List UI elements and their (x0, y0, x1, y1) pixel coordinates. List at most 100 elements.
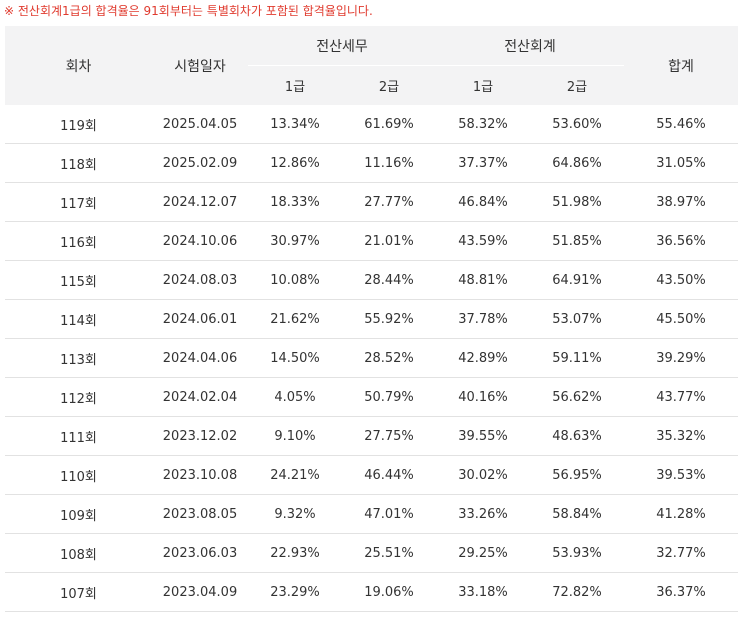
table-row: 109회 2023.08.05 9.32% 47.01% 33.26% 58.84% 41.… (5, 494, 738, 534)
cell-tax-grade2: 27.77% (342, 182, 436, 222)
cell-accounting-grade1: 29.25% (436, 533, 530, 573)
cell-round: 117회 (5, 182, 152, 222)
cell-tax-grade1: 10.08% (248, 260, 342, 300)
pass-rate-notice: ※ 전산회계1급의 합격율은 91회부터는 특별회차가 포함된 합격율입니다. (4, 4, 373, 18)
table-row: 118회 2025.02.09 12.86% 11.16% 37.37% 64.86% 31… (5, 143, 738, 183)
cell-round: 114회 (5, 299, 152, 339)
table-row: 116회 2024.10.06 30.97% 21.01% 43.59% 51.85% 36… (5, 221, 738, 261)
cell-total: 43.50% (624, 260, 738, 300)
cell-tax-grade1: 21.62% (248, 299, 342, 339)
cell-accounting-grade1: 33.18% (436, 572, 530, 612)
header-round: 회차 (5, 26, 152, 105)
table-row: 117회 2024.12.07 18.33% 27.77% 46.84% 51.98% 38… (5, 182, 738, 222)
cell-tax-grade1: 9.32% (248, 494, 342, 534)
cell-tax-grade2: 19.06% (342, 572, 436, 612)
cell-accounting-grade2: 53.60% (530, 105, 624, 144)
cell-round: 112회 (5, 377, 152, 417)
table-row: 113회 2024.04.06 14.50% 28.52% 42.89% 59.11% 39… (5, 338, 738, 378)
cell-accounting-grade1: 48.81% (436, 260, 530, 300)
cell-round: 118회 (5, 143, 152, 183)
cell-total: 43.77% (624, 377, 738, 417)
cell-accounting-grade2: 56.62% (530, 377, 624, 417)
cell-tax-grade1: 4.05% (248, 377, 342, 417)
cell-total: 36.56% (624, 221, 738, 261)
header-accounting-group: 전산회계 (436, 26, 624, 66)
cell-accounting-grade1: 30.02% (436, 455, 530, 495)
cell-exam-date: 2025.02.09 (152, 143, 248, 183)
header-accounting-grade2: 2급 (530, 66, 624, 105)
cell-accounting-grade2: 64.86% (530, 143, 624, 183)
header-tax-grade2: 2급 (342, 66, 436, 105)
cell-exam-date: 2024.02.04 (152, 377, 248, 417)
cell-tax-grade2: 61.69% (342, 105, 436, 144)
cell-tax-grade1: 9.10% (248, 416, 342, 456)
cell-total: 38.97% (624, 182, 738, 222)
cell-total: 31.05% (624, 143, 738, 183)
header-tax-group: 전산세무 (248, 26, 436, 66)
cell-tax-grade1: 12.86% (248, 143, 342, 183)
cell-round: 107회 (5, 572, 152, 612)
cell-accounting-grade2: 53.07% (530, 299, 624, 339)
cell-accounting-grade2: 59.11% (530, 338, 624, 378)
cell-tax-grade1: 23.29% (248, 572, 342, 612)
cell-exam-date: 2023.08.05 (152, 494, 248, 534)
cell-exam-date: 2024.12.07 (152, 182, 248, 222)
cell-round: 113회 (5, 338, 152, 378)
cell-accounting-grade2: 48.63% (530, 416, 624, 456)
cell-accounting-grade1: 33.26% (436, 494, 530, 534)
cell-round: 116회 (5, 221, 152, 261)
cell-round: 119회 (5, 105, 152, 144)
cell-round: 111회 (5, 416, 152, 456)
cell-total: 35.32% (624, 416, 738, 456)
cell-tax-grade1: 14.50% (248, 338, 342, 378)
cell-tax-grade2: 27.75% (342, 416, 436, 456)
table-header: 회차 시험일자 전산세무 전산회계 합계 1급 2급 1급 2급 (5, 26, 738, 105)
cell-exam-date: 2023.06.03 (152, 533, 248, 573)
cell-tax-grade2: 28.52% (342, 338, 436, 378)
cell-exam-date: 2024.08.03 (152, 260, 248, 300)
cell-total: 32.77% (624, 533, 738, 573)
cell-tax-grade1: 13.34% (248, 105, 342, 144)
cell-accounting-grade1: 37.37% (436, 143, 530, 183)
cell-tax-grade2: 55.92% (342, 299, 436, 339)
cell-accounting-grade1: 58.32% (436, 105, 530, 144)
cell-accounting-grade1: 39.55% (436, 416, 530, 456)
table-row: 107회 2023.04.09 23.29% 19.06% 33.18% 72.82% 36… (5, 572, 738, 612)
cell-accounting-grade1: 42.89% (436, 338, 530, 378)
cell-accounting-grade1: 40.16% (436, 377, 530, 417)
table-row: 115회 2024.08.03 10.08% 28.44% 48.81% 64.91% 43… (5, 260, 738, 300)
cell-round: 115회 (5, 260, 152, 300)
cell-accounting-grade2: 51.98% (530, 182, 624, 222)
cell-accounting-grade1: 37.78% (436, 299, 530, 339)
cell-tax-grade2: 21.01% (342, 221, 436, 261)
cell-exam-date: 2024.10.06 (152, 221, 248, 261)
cell-tax-grade1: 30.97% (248, 221, 342, 261)
cell-exam-date: 2024.06.01 (152, 299, 248, 339)
cell-accounting-grade2: 58.84% (530, 494, 624, 534)
cell-round: 108회 (5, 533, 152, 573)
cell-accounting-grade2: 72.82% (530, 572, 624, 612)
cell-accounting-grade1: 46.84% (436, 182, 530, 222)
header-accounting-grade1: 1급 (436, 66, 530, 105)
table-row: 108회 2023.06.03 22.93% 25.51% 29.25% 53.93% 32… (5, 533, 738, 573)
cell-accounting-grade2: 51.85% (530, 221, 624, 261)
cell-tax-grade1: 24.21% (248, 455, 342, 495)
cell-accounting-grade2: 64.91% (530, 260, 624, 300)
cell-exam-date: 2024.04.06 (152, 338, 248, 378)
cell-total: 45.50% (624, 299, 738, 339)
header-tax-grade1: 1급 (248, 66, 342, 105)
cell-total: 36.37% (624, 572, 738, 612)
cell-tax-grade2: 28.44% (342, 260, 436, 300)
table-row: 119회 2025.04.05 13.34% 61.69% 58.32% 53.60% 55… (5, 105, 738, 144)
cell-exam-date: 2023.12.02 (152, 416, 248, 456)
table-row: 112회 2024.02.04 4.05% 50.79% 40.16% 56.62% 43.… (5, 377, 738, 417)
cell-tax-grade2: 47.01% (342, 494, 436, 534)
cell-exam-date: 2025.04.05 (152, 105, 248, 144)
header-exam-date: 시험일자 (152, 26, 248, 105)
table-row: 111회 2023.12.02 9.10% 27.75% 39.55% 48.63% 35.… (5, 416, 738, 456)
cell-exam-date: 2023.04.09 (152, 572, 248, 612)
cell-total: 55.46% (624, 105, 738, 144)
cell-tax-grade2: 25.51% (342, 533, 436, 573)
cell-round: 109회 (5, 494, 152, 534)
pass-rate-table: 회차 시험일자 전산세무 전산회계 합계 1급 2급 1급 2급 119회 202… (5, 26, 738, 612)
